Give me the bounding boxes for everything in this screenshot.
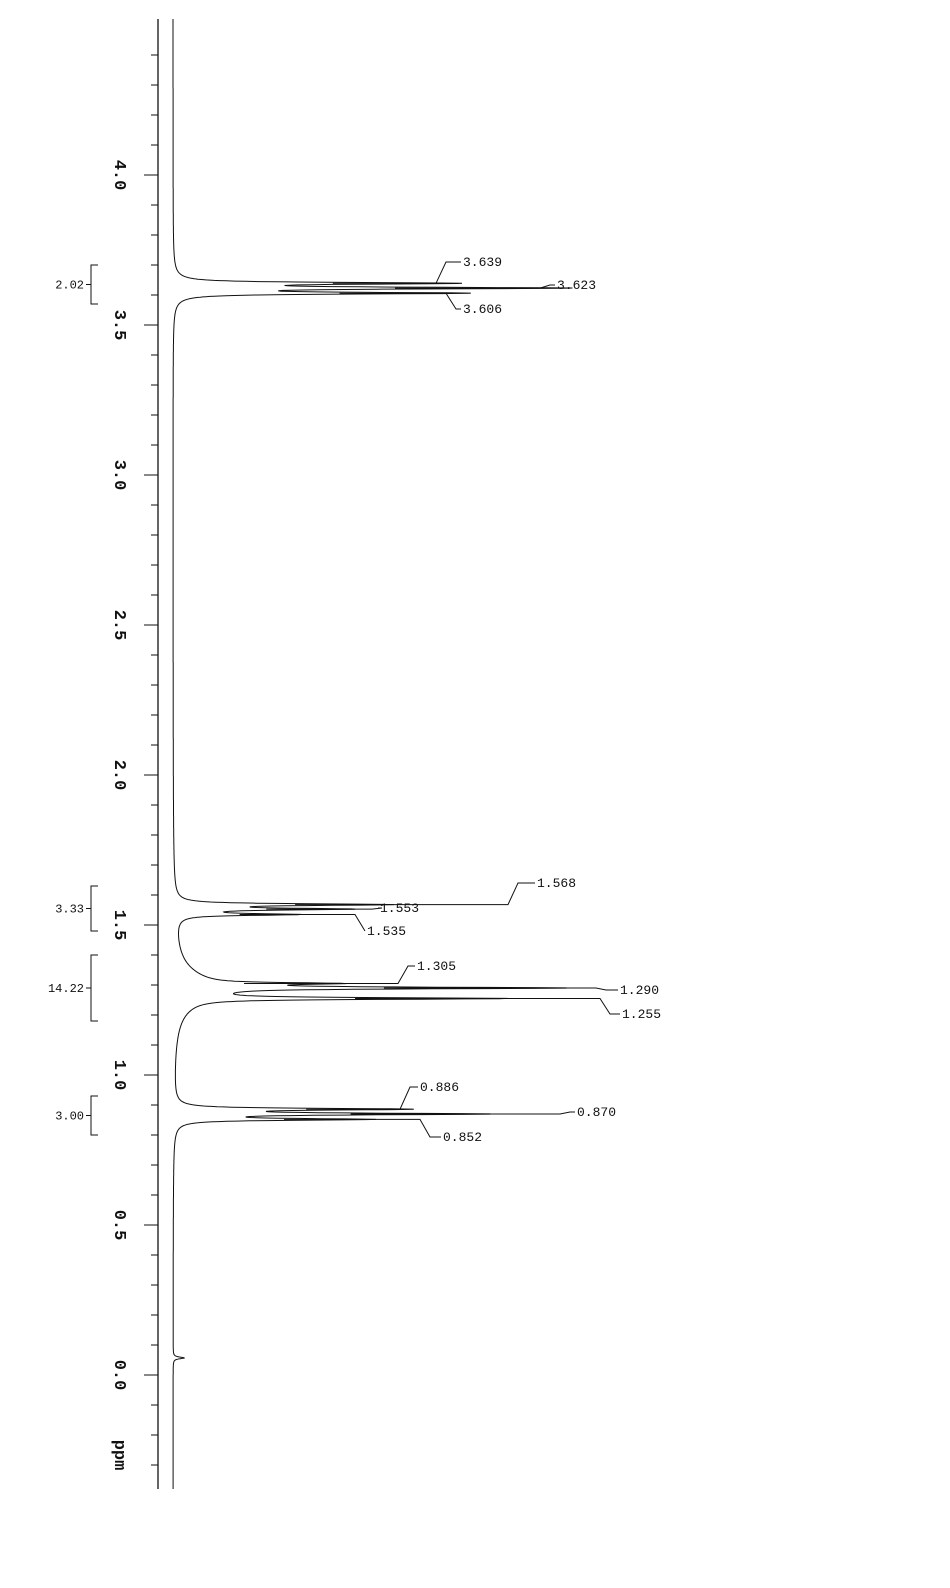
tick-label: 2.5 (109, 610, 128, 641)
peak-label: 1.535 (367, 924, 406, 939)
tick-label: 3.5 (109, 310, 128, 341)
peak-leader-line (295, 882, 535, 906)
integral-bracket (86, 885, 98, 932)
integral-bracket (86, 264, 98, 305)
peak-label: 1.290 (620, 983, 659, 998)
integral-value: 3.33 (55, 903, 84, 917)
peak-label: 0.870 (577, 1105, 616, 1120)
integral-value: 3.00 (55, 1110, 84, 1124)
peak-leader-line (284, 1118, 441, 1138)
ppm-axis: 4.0 3.5 3.0 2.5 2.0 1.5 1.0 0.5 0.0 ppm (109, 19, 159, 1489)
integral-bracket (86, 1095, 98, 1136)
peak-leader-line (332, 261, 461, 284)
peak-leader-line (306, 1086, 418, 1110)
spectrum-line (172, 19, 573, 1489)
peak-label: 0.886 (420, 1080, 459, 1095)
integral-bracket (86, 954, 98, 1022)
tick-label: 0.0 (109, 1360, 128, 1391)
tick-label: 1.0 (109, 1060, 128, 1091)
peak-leader-line (266, 907, 383, 910)
tick-label: 4.0 (109, 160, 128, 191)
peak-label: 0.852 (443, 1130, 482, 1145)
peak-leader-line (355, 998, 620, 1015)
tick-label: 3.0 (109, 460, 128, 491)
tick-label: 2.0 (109, 760, 128, 791)
integral-brackets: 2.02 3.33 14.22 3.00 (48, 264, 98, 1136)
spectrum-trace (172, 19, 573, 1489)
axis-label: ppm (109, 1440, 128, 1471)
peak-leader-line (350, 1111, 575, 1115)
peak-label: 3.639 (463, 255, 502, 270)
peak-leader-line (383, 987, 618, 991)
peak-label: 1.553 (380, 901, 419, 916)
tick-label: 0.5 (109, 1210, 128, 1241)
integral-value: 2.02 (55, 279, 84, 293)
peak-label: 1.255 (622, 1007, 661, 1022)
peak-label: 1.568 (537, 876, 576, 891)
integral-value: 14.22 (48, 982, 84, 996)
peak-label: 1.305 (417, 959, 456, 974)
peak-label: 3.623 (557, 278, 596, 293)
peak-labels: 3.639 3.623 3.606 1.568 1.553 1.535 1.305 1.290… (239, 255, 661, 1145)
tick-label: 1.5 (109, 910, 128, 941)
peak-leader-line (395, 284, 555, 289)
peak-leader-line (239, 914, 366, 932)
peak-leader-line (244, 965, 415, 984)
peak-label: 3.606 (463, 302, 502, 317)
peak-leader-line (339, 292, 461, 310)
